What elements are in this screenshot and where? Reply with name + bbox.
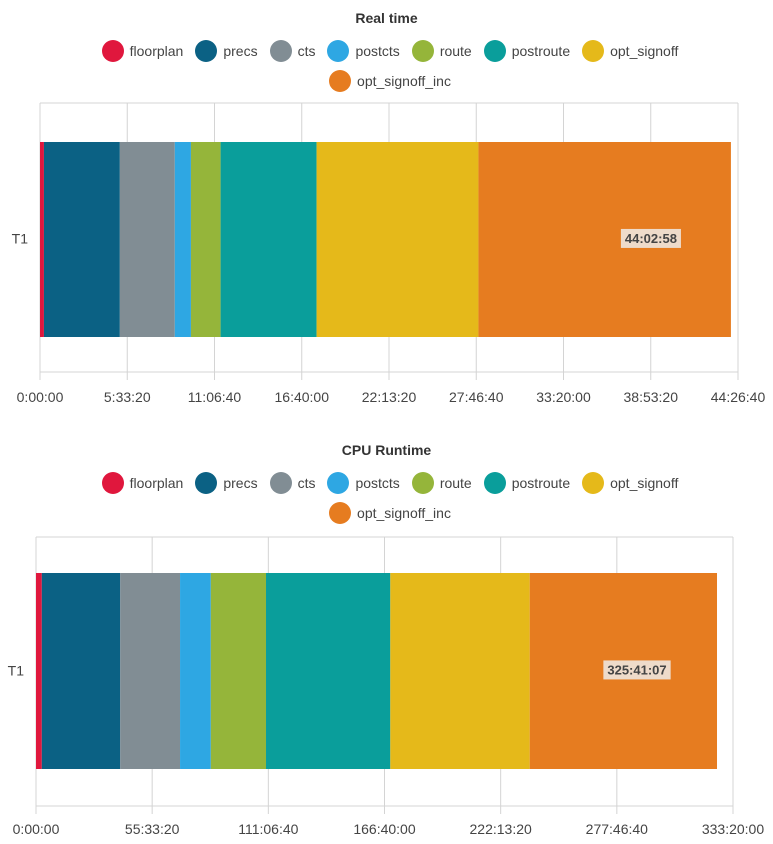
- x-tick-label: 5:33:20: [104, 389, 151, 405]
- data-label-background: [620, 228, 681, 248]
- legend-swatch: [329, 502, 352, 524]
- legend-item-postcts[interactable]: postcts: [327, 472, 400, 494]
- legend-swatch: [411, 40, 434, 62]
- bar-segment-cts: [120, 573, 181, 769]
- legend-swatch: [101, 472, 124, 494]
- x-tick-label: 0:00:00: [17, 389, 64, 405]
- x-tick-label: 16:40:00: [275, 389, 330, 405]
- legend-swatch: [101, 40, 124, 62]
- legend-label: floorplan: [129, 475, 184, 491]
- legend-item-cts[interactable]: cts: [269, 40, 316, 62]
- bar-segment-opt-signoff: [390, 573, 530, 769]
- legend-label: opt_signoff: [610, 475, 679, 491]
- legend-item-precs[interactable]: precs: [195, 40, 258, 62]
- x-tick-label: 277:46:40: [586, 821, 648, 837]
- bar-segment-precs: [43, 142, 120, 337]
- legend-item-floorplan[interactable]: floorplan: [101, 472, 184, 494]
- bar-segment-floorplan: [40, 142, 44, 337]
- y-category-label: T1: [12, 231, 29, 247]
- legend-item-postroute[interactable]: postroute: [483, 472, 571, 494]
- legend-item-opt-signoff[interactable]: opt_signoff: [582, 40, 678, 62]
- y-category-label: T1: [8, 663, 25, 679]
- legend-item-cts[interactable]: cts: [269, 472, 316, 494]
- bar-segment-precs: [41, 573, 121, 769]
- total-data-label: 44:02:58: [625, 231, 677, 246]
- cpu-runtime-chart-panel: CPU Runtime floorplan precs cts postcts …: [0, 430, 773, 844]
- x-tick-label: 33:20:00: [536, 389, 591, 405]
- bar-segment-route: [210, 573, 267, 769]
- x-tick-label: 166:40:00: [353, 821, 415, 837]
- data-label-background: [603, 660, 671, 680]
- cpu-runtime-plot: 0:00:00 55:33:20 111:06:40 166:40:00 222:13:…: [8, 536, 764, 837]
- chart-legend: floorplan precs cts postcts route postro…: [40, 472, 740, 524]
- bar-segment-opt-signoff-inc: [478, 142, 731, 337]
- legend-swatch: [327, 40, 350, 62]
- bar-segment-route: [190, 142, 221, 337]
- x-tick-label: 333:20:00: [702, 821, 764, 837]
- x-tick-label: 44:26:40: [711, 389, 766, 405]
- legend-label: precs: [223, 43, 258, 59]
- chart-legend: floorplan precs cts postcts route postro…: [40, 40, 740, 92]
- x-tick-label: 222:13:20: [470, 821, 532, 837]
- x-tick-label: 27:46:40: [449, 389, 504, 405]
- real-time-chart-panel: Real time floorplan precs cts postcts ro…: [0, 0, 773, 420]
- x-tick-label: 55:33:20: [125, 821, 180, 837]
- bar-segment-postroute: [266, 573, 391, 769]
- x-tick-label: 22:13:20: [362, 389, 417, 405]
- legend-item-route[interactable]: route: [411, 472, 472, 494]
- legend-label: floorplan: [129, 43, 184, 59]
- x-tick-label: 38:53:20: [624, 389, 679, 405]
- bar-segment-postroute: [220, 142, 317, 337]
- chart-title: Real time: [355, 10, 418, 26]
- legend-item-opt-signoff[interactable]: opt_signoff: [582, 472, 678, 494]
- legend-swatch: [195, 472, 218, 494]
- legend-item-precs[interactable]: precs: [195, 472, 258, 494]
- legend-item-postcts[interactable]: postcts: [327, 40, 400, 62]
- bar-segment-cts: [119, 142, 175, 337]
- legend-label: postroute: [511, 475, 571, 491]
- bar-segment-opt-signoff: [316, 142, 479, 337]
- real-time-plot: 0:00:00 5:33:20 11:06:40 16:40:00 22:13:20 27…: [12, 102, 766, 405]
- x-tick-label: 111:06:40: [238, 821, 298, 837]
- legend-swatch: [483, 472, 506, 494]
- legend-swatch: [582, 472, 605, 494]
- legend-label: opt_signoff_inc: [357, 73, 451, 89]
- legend-label: postcts: [355, 43, 400, 59]
- legend-item-postroute[interactable]: postroute: [483, 40, 571, 62]
- legend-item-opt-signoff-inc[interactable]: opt_signoff_inc: [329, 502, 451, 524]
- legend-label: route: [439, 43, 472, 59]
- legend-item-floorplan[interactable]: floorplan: [101, 40, 184, 62]
- legend-label: cts: [297, 43, 316, 59]
- x-tick-label: 0:00:00: [13, 821, 60, 837]
- legend-label: opt_signoff: [610, 43, 679, 59]
- x-tick-label: 11:06:40: [188, 389, 242, 405]
- chart-title: CPU Runtime: [341, 442, 432, 458]
- legend-swatch: [269, 472, 292, 494]
- legend-item-route[interactable]: route: [411, 40, 472, 62]
- legend-swatch: [329, 70, 352, 92]
- legend-swatch: [411, 472, 434, 494]
- legend-swatch: [269, 40, 292, 62]
- bar-segment-postcts: [180, 573, 211, 769]
- legend-label: postroute: [511, 43, 571, 59]
- total-data-label: 325:41:07: [607, 662, 666, 677]
- legend-label: precs: [223, 475, 258, 491]
- legend-swatch: [195, 40, 218, 62]
- legend-label: cts: [297, 475, 316, 491]
- legend-label: postcts: [355, 475, 400, 491]
- legend-swatch: [483, 40, 506, 62]
- legend-item-opt-signoff-inc[interactable]: opt_signoff_inc: [329, 70, 451, 92]
- legend-swatch: [582, 40, 605, 62]
- legend-label: opt_signoff_inc: [357, 505, 451, 521]
- legend-swatch: [327, 472, 350, 494]
- legend-label: route: [439, 475, 472, 491]
- bar-segment-floorplan: [36, 573, 42, 769]
- bar-segment-postcts: [174, 142, 191, 337]
